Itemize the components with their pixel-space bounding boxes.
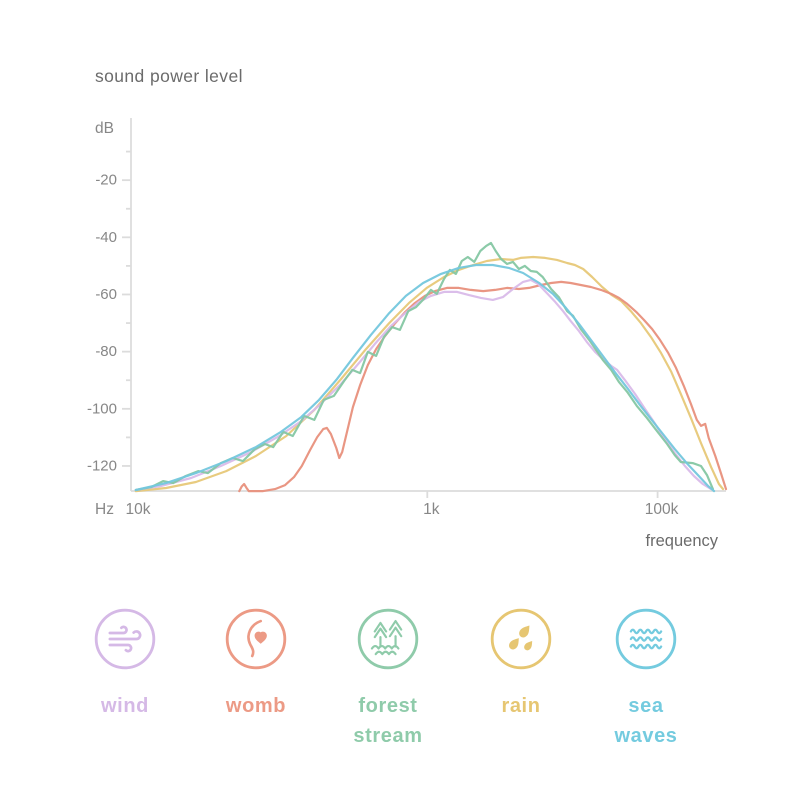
legend-item-rain: rain	[455, 605, 587, 721]
y-axis-unit: dB	[95, 120, 114, 137]
svg-text:1k: 1k	[423, 501, 440, 518]
legend-label-forest-stream: forest stream	[353, 695, 423, 747]
svg-text:-80: -80	[95, 343, 117, 360]
rain-icon	[490, 608, 552, 670]
legend-label-sea-waves: sea waves	[614, 695, 678, 747]
y-axis-ticks: -20 -40 -60 -80 -100 -120	[87, 150, 131, 474]
svg-text:-20: -20	[95, 172, 117, 189]
curve-sea-waves	[134, 263, 716, 493]
chart-title: sound power level	[95, 66, 243, 86]
legend-label-rain: rain	[501, 695, 541, 717]
svg-text:10k: 10k	[125, 501, 150, 518]
svg-text:-100: -100	[87, 400, 117, 417]
curve-forest-stream	[134, 241, 715, 492]
legend-item-wind: wind	[59, 605, 191, 721]
curve-womb	[238, 280, 728, 493]
womb-icon	[225, 608, 287, 670]
svg-text:-40: -40	[95, 229, 117, 246]
frequency-spectrum-chart: -20 -40 -60 -80 -100 -120 10k 1k 100k dB Hz frequen…	[87, 118, 728, 550]
sea-waves-icon	[615, 608, 677, 670]
x-axis-unit: Hz	[95, 501, 114, 518]
legend-item-sea-waves: sea waves	[580, 605, 712, 751]
wind-icon	[94, 608, 156, 670]
legend-item-forest-stream: forest stream	[322, 605, 454, 751]
legend-label-wind: wind	[101, 695, 149, 717]
svg-text:-60: -60	[95, 286, 117, 303]
curve-wind	[134, 278, 713, 492]
curve-rain	[134, 255, 725, 493]
forest-stream-icon	[357, 608, 419, 670]
svg-text:-120: -120	[87, 457, 117, 474]
svg-text:100k: 100k	[645, 501, 679, 518]
x-axis-ticks: 10k 1k 100k	[125, 491, 679, 518]
x-axis-label: frequency	[646, 532, 719, 550]
legend-item-womb: womb	[190, 605, 322, 721]
legend-label-womb: womb	[225, 695, 287, 717]
